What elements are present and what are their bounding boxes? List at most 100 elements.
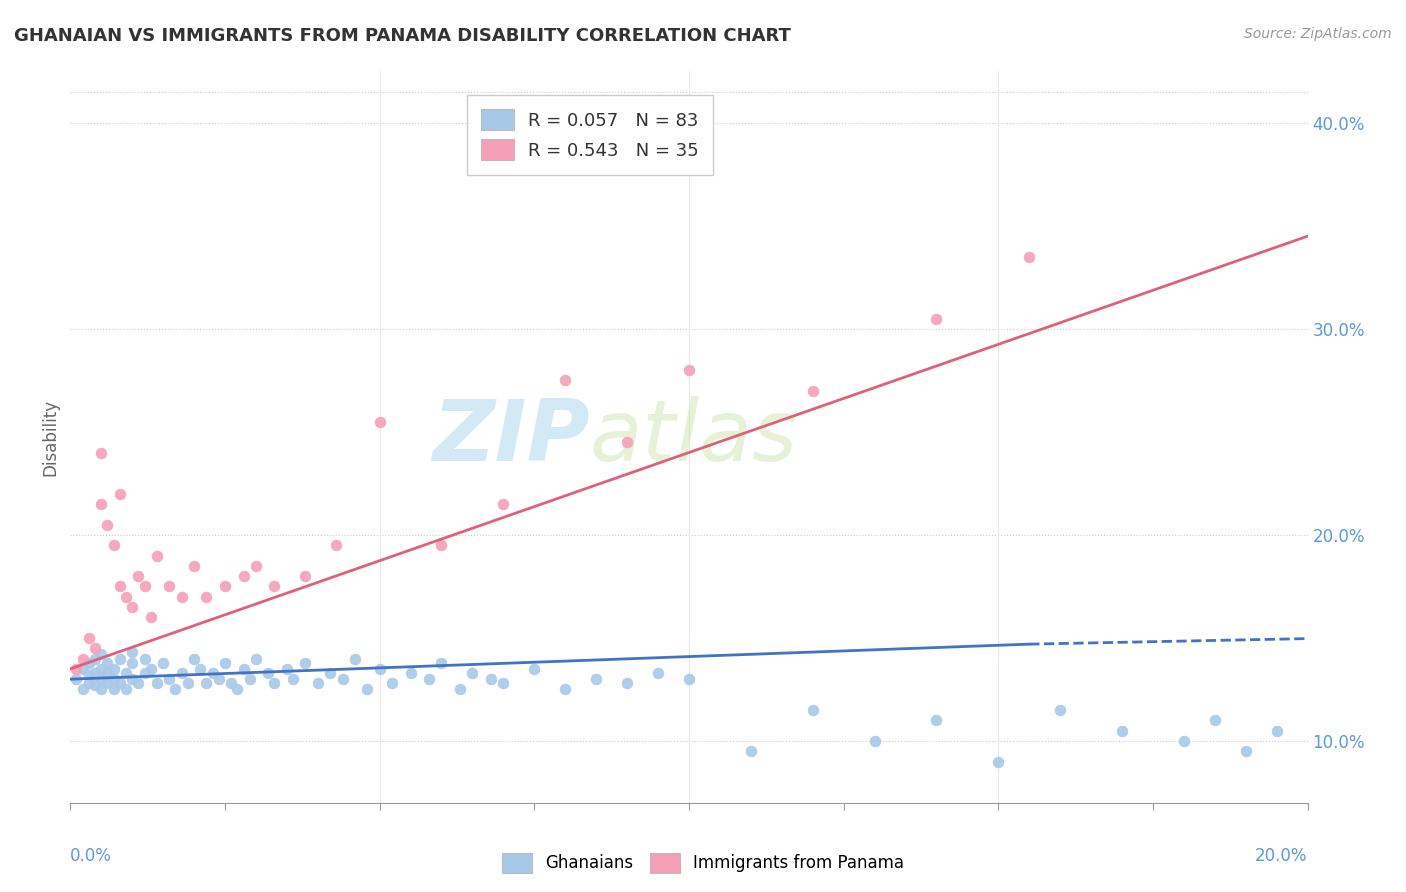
Text: 20.0%: 20.0% bbox=[1256, 847, 1308, 864]
Point bbox=[239, 672, 262, 686]
Point bbox=[585, 672, 607, 686]
Point bbox=[77, 631, 100, 645]
Point bbox=[492, 676, 515, 690]
Point bbox=[77, 656, 100, 670]
Point bbox=[201, 665, 224, 680]
Point bbox=[232, 569, 254, 583]
Point bbox=[152, 656, 174, 670]
Point bbox=[325, 538, 347, 552]
Point bbox=[103, 682, 125, 697]
Point bbox=[108, 487, 131, 501]
Text: ZIP: ZIP bbox=[432, 395, 591, 479]
Point bbox=[90, 662, 112, 676]
Point bbox=[96, 665, 118, 680]
Point bbox=[678, 672, 700, 686]
Point bbox=[90, 672, 112, 686]
Point bbox=[183, 558, 205, 573]
Point bbox=[157, 579, 180, 593]
Text: atlas: atlas bbox=[591, 395, 799, 479]
Point bbox=[647, 665, 669, 680]
Point bbox=[343, 651, 366, 665]
Point bbox=[208, 672, 231, 686]
Point bbox=[678, 363, 700, 377]
Point bbox=[77, 668, 100, 682]
Point bbox=[1234, 744, 1257, 758]
Point bbox=[332, 672, 354, 686]
Point bbox=[139, 662, 162, 676]
Point bbox=[307, 676, 329, 690]
Point bbox=[195, 590, 218, 604]
Point bbox=[1204, 714, 1226, 728]
Point bbox=[263, 579, 285, 593]
Point bbox=[90, 497, 112, 511]
Point bbox=[368, 415, 391, 429]
Point bbox=[90, 682, 112, 697]
Point bbox=[65, 672, 87, 686]
Point bbox=[740, 744, 762, 758]
Point bbox=[77, 676, 100, 690]
Point bbox=[294, 656, 316, 670]
Point bbox=[96, 656, 118, 670]
Point bbox=[121, 672, 143, 686]
Point bbox=[115, 665, 138, 680]
Point bbox=[139, 610, 162, 624]
Point bbox=[263, 676, 285, 690]
Point bbox=[430, 656, 453, 670]
Y-axis label: Disability: Disability bbox=[41, 399, 59, 475]
Point bbox=[381, 676, 404, 690]
Point bbox=[1049, 703, 1071, 717]
Text: Source: ZipAtlas.com: Source: ZipAtlas.com bbox=[1244, 27, 1392, 41]
Point bbox=[108, 579, 131, 593]
Point bbox=[183, 651, 205, 665]
Point bbox=[134, 651, 156, 665]
Legend: Ghanaians, Immigrants from Panama: Ghanaians, Immigrants from Panama bbox=[495, 847, 911, 880]
Point bbox=[146, 549, 169, 563]
Point bbox=[90, 445, 112, 459]
Point bbox=[103, 538, 125, 552]
Point bbox=[127, 569, 149, 583]
Text: 0.0%: 0.0% bbox=[70, 847, 112, 864]
Point bbox=[219, 676, 242, 690]
Point bbox=[84, 651, 107, 665]
Point bbox=[554, 373, 576, 387]
Point bbox=[418, 672, 440, 686]
Point bbox=[461, 665, 484, 680]
Point bbox=[108, 651, 131, 665]
Point bbox=[115, 682, 138, 697]
Point bbox=[356, 682, 378, 697]
Point bbox=[177, 676, 200, 690]
Point bbox=[1173, 734, 1195, 748]
Point bbox=[115, 590, 138, 604]
Point bbox=[108, 676, 131, 690]
Point bbox=[801, 703, 824, 717]
Point bbox=[134, 579, 156, 593]
Point bbox=[801, 384, 824, 398]
Point bbox=[925, 714, 948, 728]
Point bbox=[319, 665, 342, 680]
Point bbox=[399, 665, 422, 680]
Point bbox=[127, 676, 149, 690]
Point bbox=[90, 648, 112, 662]
Point bbox=[72, 651, 94, 665]
Point bbox=[121, 656, 143, 670]
Point bbox=[134, 665, 156, 680]
Point bbox=[245, 558, 267, 573]
Point bbox=[616, 435, 638, 450]
Point bbox=[1265, 723, 1288, 738]
Point bbox=[863, 734, 886, 748]
Point bbox=[616, 676, 638, 690]
Point bbox=[72, 662, 94, 676]
Point bbox=[449, 682, 471, 697]
Point bbox=[479, 672, 502, 686]
Point bbox=[84, 641, 107, 656]
Point bbox=[195, 676, 218, 690]
Point bbox=[492, 497, 515, 511]
Point bbox=[188, 662, 211, 676]
Point bbox=[368, 662, 391, 676]
Point bbox=[121, 645, 143, 659]
Point bbox=[96, 517, 118, 532]
Point bbox=[226, 682, 249, 697]
Point bbox=[96, 676, 118, 690]
Point bbox=[84, 665, 107, 680]
Point bbox=[157, 672, 180, 686]
